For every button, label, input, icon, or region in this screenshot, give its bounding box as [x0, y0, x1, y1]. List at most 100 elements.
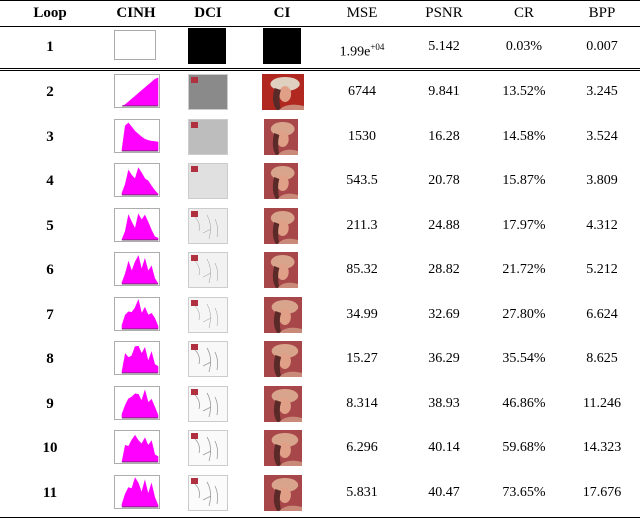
- row1-rule-double: [0, 70, 640, 71]
- row-ci-image: [264, 163, 298, 199]
- dci-sketch-path: [194, 347, 219, 373]
- ci-face: [279, 86, 292, 102]
- dci-corner-mark: [191, 211, 198, 217]
- ci-hat: [270, 255, 295, 269]
- row1-cinh-blank-image: [114, 30, 156, 60]
- row-mse: 543.5: [346, 173, 378, 188]
- row-loop: 10: [42, 440, 58, 456]
- row-loop: 6: [46, 262, 54, 278]
- ci-shoulder: [279, 460, 302, 466]
- dci-sketch-lines: [194, 347, 219, 373]
- row-cr: 14.58%: [502, 129, 546, 144]
- row-mse: 85.32: [346, 262, 378, 277]
- header-dci: DCI: [194, 5, 222, 21]
- row-psnr: 28.82: [428, 262, 460, 277]
- row-cinh-histogram-image: [114, 297, 160, 331]
- row-bpp: 3.809: [586, 173, 618, 188]
- row-dci-image: [188, 208, 228, 244]
- row-dci-image: [188, 252, 228, 288]
- ci-hair: [273, 355, 282, 377]
- row-bpp: 3.245: [586, 84, 618, 99]
- row-ci-image: [262, 74, 304, 110]
- ci-face: [278, 309, 291, 325]
- row-cinh-thumb: [114, 208, 160, 242]
- row-cinh-thumb: [114, 430, 160, 464]
- ci-hair: [272, 88, 281, 110]
- row-loop: 7: [46, 307, 54, 323]
- header-psnr: PSNR: [425, 5, 463, 21]
- row1-rule: [0, 68, 640, 69]
- ci-face: [278, 398, 291, 414]
- row-dci-image: [188, 297, 228, 333]
- row-bpp: 17.676: [582, 485, 622, 500]
- row1-ci-black-image: [263, 28, 301, 64]
- row1-bpp: 0.007: [586, 39, 618, 54]
- header-rule: [0, 26, 640, 27]
- row-dci-image: [188, 163, 228, 199]
- ci-shoulder: [277, 238, 298, 244]
- ci-hat: [270, 211, 295, 225]
- dci-sketch-lines: [194, 258, 218, 284]
- row-psnr: 32.69: [428, 307, 460, 322]
- row-cinh-thumb: [114, 341, 160, 375]
- row-dci-image: [188, 74, 228, 110]
- row-cinh-thumb: [114, 386, 160, 420]
- histogram-area: [121, 477, 159, 508]
- row-dci-image: [188, 119, 228, 155]
- histogram-area: [121, 389, 159, 419]
- dci-corner-mark: [191, 122, 198, 128]
- row-bpp: 3.524: [586, 129, 618, 144]
- row-cr: 21.72%: [502, 262, 546, 277]
- row1-mse-exponent: +04: [370, 42, 385, 52]
- row-cr: 17.97%: [502, 218, 546, 233]
- ci-hat: [270, 166, 295, 180]
- dci-sketch-lines: [194, 436, 219, 462]
- row-bpp: 6.624: [586, 307, 618, 322]
- histogram-area: [121, 345, 159, 374]
- histogram-area: [121, 299, 159, 330]
- row-cinh-thumb: [114, 475, 160, 509]
- dci-corner-mark: [191, 255, 198, 261]
- row-cinh-thumb: [114, 119, 160, 153]
- histogram-area: [121, 213, 159, 241]
- row-psnr: 40.14: [428, 440, 460, 455]
- histogram-area: [121, 122, 159, 152]
- dci-corner-mark: [191, 300, 198, 306]
- row-cinh-thumb: [114, 163, 160, 197]
- row-psnr: 16.28: [428, 129, 460, 144]
- ci-shoulder: [278, 104, 304, 110]
- ci-hair: [273, 489, 282, 511]
- row-cinh-thumb: [114, 297, 160, 331]
- dci-corner-mark: [191, 389, 198, 395]
- ci-hair: [272, 133, 280, 155]
- row-psnr: 24.88: [428, 218, 460, 233]
- row-ci-image: [264, 208, 298, 244]
- row-cr: 73.65%: [502, 485, 546, 500]
- ci-portrait-drawing: [264, 430, 302, 466]
- ci-hat: [271, 478, 299, 492]
- ci-shoulder: [277, 193, 298, 199]
- ci-face: [276, 264, 289, 280]
- row-cinh-histogram-image: [114, 430, 160, 464]
- dci-sketch-path: [194, 258, 218, 284]
- dci-sketch-lines: [194, 392, 219, 418]
- histogram-area: [121, 255, 159, 285]
- ci-hat: [271, 433, 299, 447]
- row-cinh-histogram-image: [114, 74, 160, 108]
- ci-hair: [272, 177, 280, 199]
- row-dci-image: [188, 430, 228, 466]
- ci-hat: [271, 389, 299, 403]
- row-cinh-histogram-image: [114, 475, 160, 509]
- header-cinh: CINH: [116, 5, 156, 21]
- row-cinh-histogram-image: [114, 386, 160, 420]
- dci-sketch-path: [194, 214, 218, 240]
- dci-corner-mark: [191, 433, 198, 439]
- row-cinh-histogram-image: [114, 341, 160, 375]
- top-rule: [0, 0, 640, 1]
- dci-sketch-path: [194, 392, 219, 418]
- row-cr: 13.52%: [502, 84, 546, 99]
- ci-portrait-drawing: [264, 297, 302, 333]
- ci-hair: [272, 222, 280, 244]
- row-mse: 8.314: [346, 396, 378, 411]
- ci-portrait-drawing: [264, 341, 302, 377]
